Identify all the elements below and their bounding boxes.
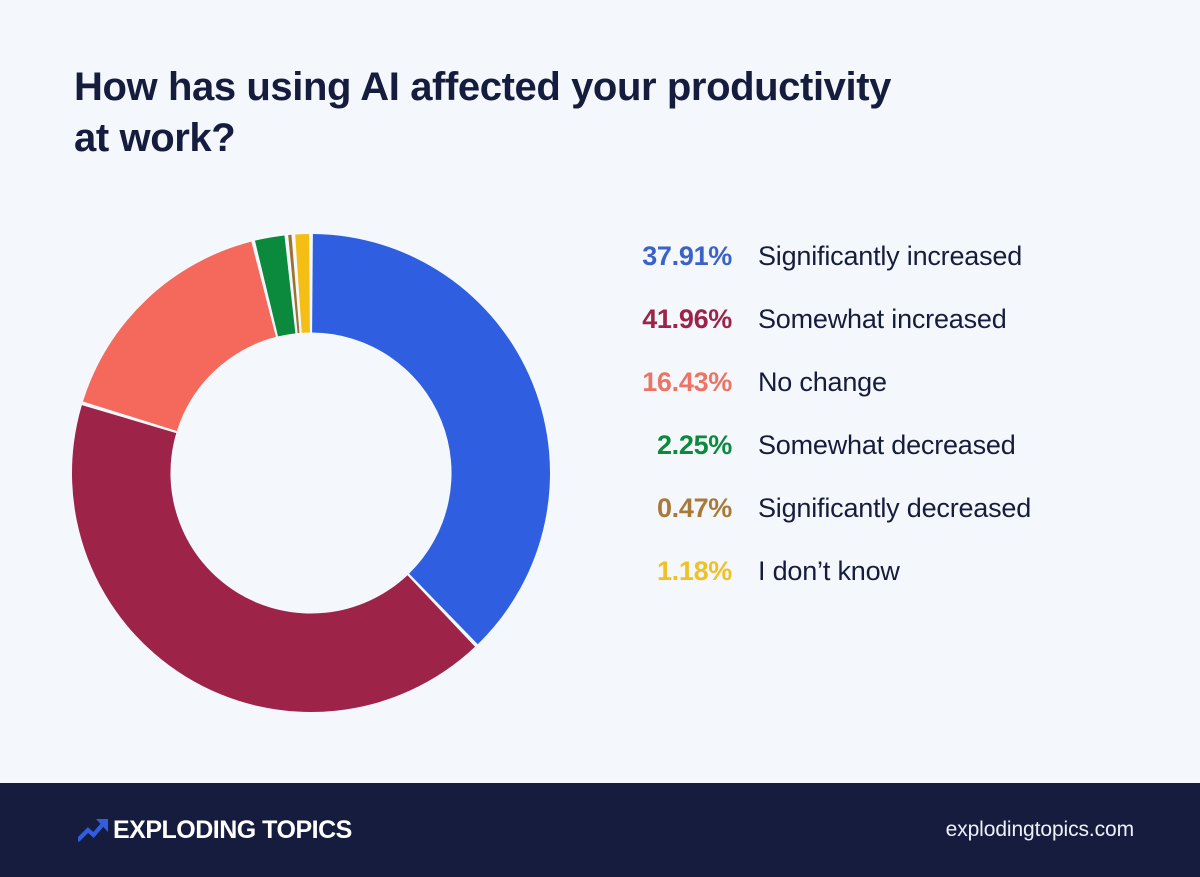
legend-label: I don’t know bbox=[758, 556, 900, 586]
brand-logo[interactable]: EXPLODING TOPICS bbox=[78, 816, 352, 845]
legend-percent: 0.47% bbox=[656, 493, 732, 523]
donut-slice bbox=[295, 234, 310, 333]
legend-item-no-change: 16.43% No change bbox=[600, 362, 1160, 403]
legend-item-somewhat-increased: 41.96% Somewhat increased bbox=[600, 299, 1160, 340]
legend-label: Significantly decreased bbox=[758, 493, 1032, 523]
donut-slice bbox=[312, 234, 550, 645]
donut-slice bbox=[254, 235, 296, 337]
legend-label: Somewhat decreased bbox=[758, 430, 1016, 460]
page-title: How has using AI affected your productiv… bbox=[74, 65, 891, 161]
legend-item-significantly-increased: 37.91% Significantly increased bbox=[600, 236, 1160, 277]
legend-percent: 16.43% bbox=[642, 367, 732, 397]
legend-item-somewhat-decreased: 2.25% Somewhat decreased bbox=[600, 425, 1160, 466]
brand-name: EXPLODING TOPICS bbox=[113, 815, 352, 844]
donut-slice bbox=[288, 234, 300, 334]
chart-legend: 37.91% Significantly increased 41.96% So… bbox=[600, 236, 1160, 592]
donut-slice bbox=[82, 241, 276, 431]
legend-item-i-dont-know: 1.18% I don’t know bbox=[600, 551, 1160, 592]
legend-percent: 1.18% bbox=[656, 556, 732, 586]
donut-chart-svg bbox=[72, 234, 550, 712]
donut-chart bbox=[71, 233, 551, 713]
legend-percent: 37.91% bbox=[642, 241, 732, 271]
donut-slice bbox=[72, 405, 476, 712]
legend-percent: 2.25% bbox=[656, 430, 732, 460]
legend-label: Somewhat increased bbox=[758, 304, 1007, 334]
trending-up-arrow-icon bbox=[78, 819, 108, 842]
site-url[interactable]: explodingtopics.com bbox=[945, 818, 1134, 841]
legend-percent: 41.96% bbox=[642, 304, 732, 334]
footer-bar: EXPLODING TOPICS explodingtopics.com bbox=[0, 783, 1200, 877]
legend-item-significantly-decreased: 0.47% Significantly decreased bbox=[600, 488, 1160, 529]
legend-label: Significantly increased bbox=[758, 241, 1023, 271]
legend-label: No change bbox=[758, 367, 887, 397]
donut-slice-group bbox=[72, 234, 550, 712]
